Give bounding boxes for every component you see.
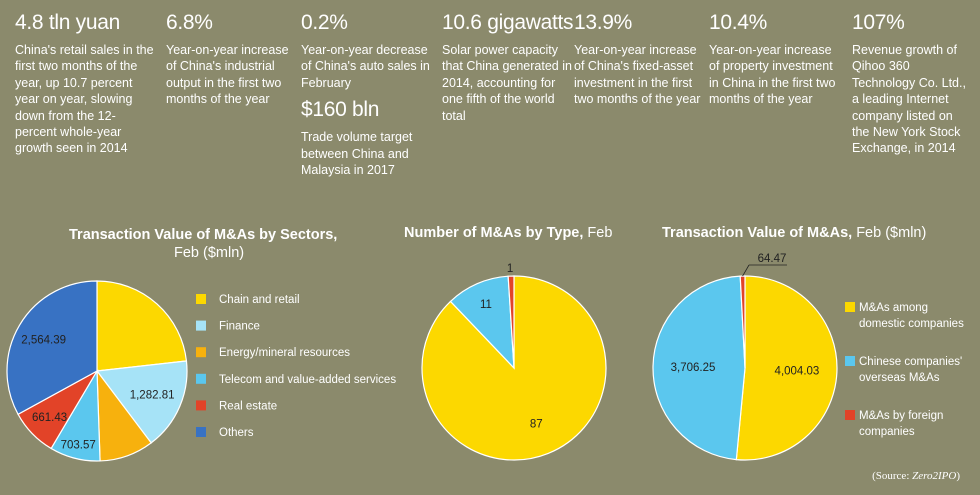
data-label: 1,282.81 [130, 390, 175, 402]
chart-title: Transaction Value of M&As by Sectors, [69, 227, 338, 243]
chart-title-sectors: Transaction Value of M&As by Sectors, Fe… [69, 226, 369, 262]
legend-swatch [196, 320, 206, 331]
legend-label: companies [859, 426, 915, 438]
data-label: 1,805.49 [0, 0, 22, 3]
chart-subtitle: Feb ($mln) [856, 225, 927, 241]
stat-fixed-asset: 13.9% Year-on-year increase of China's f… [574, 8, 702, 108]
stat-auto-sales: 0.2% Year-on-year decrease of China's au… [301, 8, 431, 178]
stat-retail-sales: 4.8 tln yuan China's retail sales in the… [15, 8, 155, 157]
pie-slice [95, 360, 188, 444]
pie-slice [507, 275, 515, 369]
stat-value: 0.2% [301, 11, 348, 34]
stat-property-investment: 10.4% Year-on-year increase of property … [709, 8, 839, 108]
chart-title-value: Transaction Value of M&As, Feb ($mln) [662, 224, 962, 242]
legend-swatch [196, 347, 206, 358]
legend-swatch [196, 400, 206, 411]
data-label: 2,564.39 [21, 334, 66, 346]
legend-label: Chinese companies' [859, 356, 962, 368]
legend-label: M&As among [859, 302, 928, 314]
stat-value: $160 bln [301, 98, 380, 122]
source-note: (Source: Zero2IPO) [872, 470, 960, 482]
legend-swatch [845, 410, 855, 420]
pie-slice [6, 280, 98, 416]
stat-description: Year-on-year increase of property invest… [709, 43, 836, 107]
legend-swatch [845, 302, 855, 312]
data-label: 64.47 [758, 253, 787, 265]
data-label: 3,706.25 [671, 362, 716, 374]
pie-slice [735, 275, 838, 461]
legend-swatch [196, 373, 206, 384]
chart-subtitle: Feb ($mln) [174, 245, 245, 261]
leader-line [742, 264, 750, 277]
data-label: 757.06 [0, 0, 18, 3]
pie-slice [96, 280, 188, 372]
legend-label: domestic companies [859, 318, 964, 330]
data-label: 703.57 [61, 440, 96, 452]
chart-subtitle: Feb [587, 225, 613, 241]
legend-label: Chain and retail [219, 294, 300, 306]
data-label: 661.43 [32, 412, 67, 424]
source-suffix: ) [956, 470, 960, 482]
legend-label: Energy/mineral resources [219, 347, 350, 359]
source-prefix: (Source: [872, 470, 913, 482]
legend-label: overseas M&As [859, 372, 940, 384]
stat-description: Solar power capacity that China generate… [442, 43, 572, 123]
data-label: 1 [507, 263, 513, 275]
legend-label: M&As by foreign [859, 410, 943, 422]
stat-description: Year-on-year increase of China's industr… [166, 43, 289, 107]
legend-label: Real estate [219, 400, 277, 412]
stat-value: 13.9% [574, 11, 633, 34]
chart-title-type: Number of M&As by Type, Feb [404, 224, 664, 242]
stat-solar-capacity: 10.6 gigawatts Solar power capacity that… [442, 8, 574, 124]
stat-description: Trade volume target between China and Ma… [301, 130, 413, 178]
stat-value: 4.8 tln yuan [15, 11, 120, 34]
chart-title: Transaction Value of M&As, [662, 225, 853, 241]
legend-swatch [196, 294, 206, 304]
stat-description: China's retail sales in the first two mo… [15, 43, 154, 156]
stat-description: Revenue growth of Qihoo 360 Technology C… [852, 43, 966, 156]
stat-value: 10.4% [709, 11, 768, 34]
stat-value: 10.6 gigawatts [442, 11, 574, 34]
pie-slice [652, 275, 746, 461]
data-label: 4,004.03 [775, 365, 820, 377]
stat-description: Year-on-year increase of China's fixed-a… [574, 43, 701, 107]
legend-label: Finance [219, 321, 260, 333]
stat-value: 6.8% [166, 11, 213, 34]
legend-label: Others [219, 427, 254, 439]
legend-swatch [196, 427, 206, 437]
pie-slice [739, 275, 746, 369]
source-name: Zero2IPO [912, 470, 957, 482]
data-label: 87 [530, 419, 543, 431]
stat-qihoo-revenue: 107% Revenue growth of Qihoo 360 Technol… [852, 8, 970, 157]
chart-title: Number of M&As by Type, [404, 225, 584, 241]
legend-label: Telecom and value-added services [219, 374, 396, 386]
legend-swatch [845, 356, 855, 366]
stat-value: 107% [852, 11, 905, 34]
pie-slice [449, 275, 515, 370]
stat-description: Year-on-year decrease of China's auto sa… [301, 43, 430, 90]
data-label: 11 [480, 299, 492, 311]
stat-industrial-output: 6.8% Year-on-year increase of China's in… [166, 8, 292, 108]
